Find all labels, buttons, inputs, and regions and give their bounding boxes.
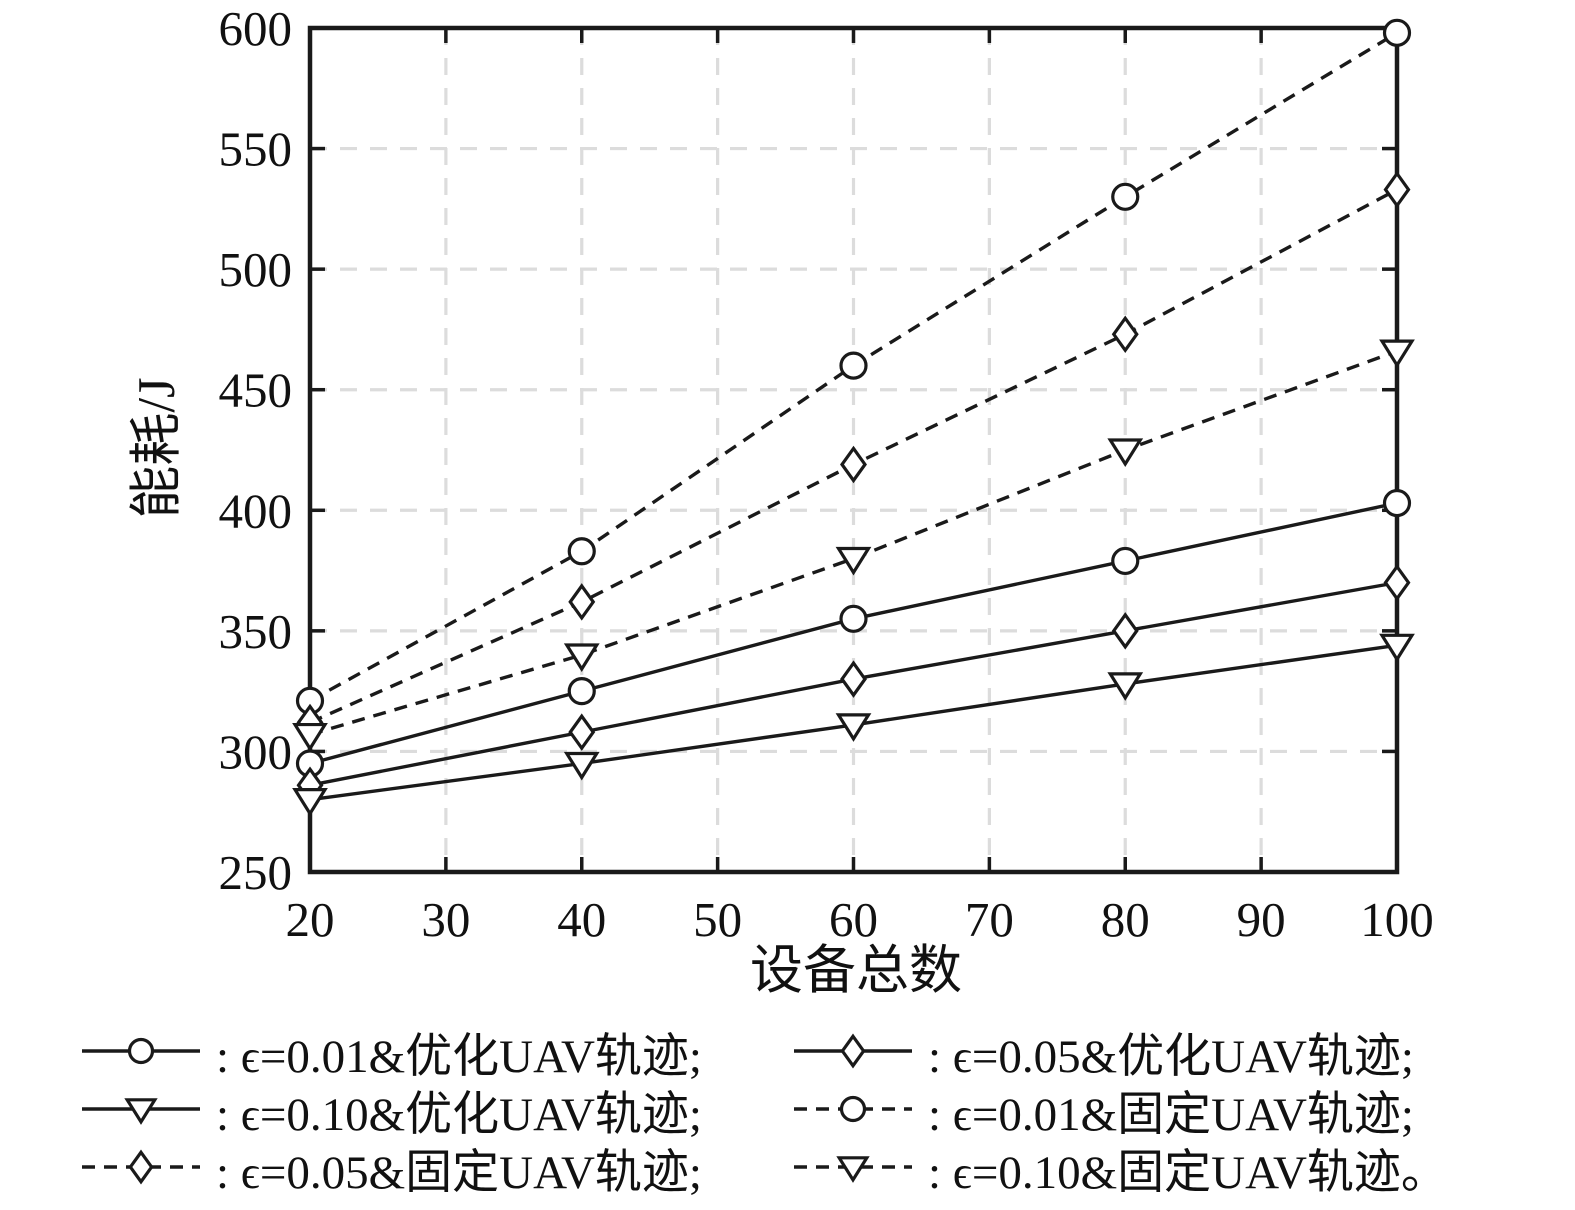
triangle-down-marker-icon xyxy=(1379,633,1415,663)
x-tick-label: 20 xyxy=(286,892,335,947)
x-tick-label: 50 xyxy=(693,892,742,947)
x-tick-label: 100 xyxy=(1360,892,1434,947)
legend-sample-dashed-diamond xyxy=(82,1149,200,1185)
legend-label: : ϵ=0.05&优化UAV轨迹; xyxy=(928,1030,1414,1083)
x-tick-label: 90 xyxy=(1237,892,1286,947)
diamond-marker-icon xyxy=(568,583,596,621)
legend-label: : ϵ=0.01&固定UAV轨迹; xyxy=(928,1088,1414,1141)
legend-sample-dashed-triangle-down xyxy=(794,1156,912,1183)
x-tick-label: 60 xyxy=(829,892,878,947)
triangle-down-marker-icon xyxy=(835,713,872,742)
diamond-marker-icon xyxy=(1111,612,1139,650)
y-tick-label: 450 xyxy=(219,363,293,418)
diamond-marker-icon xyxy=(128,1149,154,1185)
legend-label: : ϵ=0.01&优化UAV轨迹; xyxy=(216,1030,702,1083)
diamond-marker-icon xyxy=(1111,315,1139,353)
legend-item-0: : ϵ=0.01&优化UAV轨迹; xyxy=(80,1017,792,1086)
legend-item-3: : ϵ=0.01&固定UAV轨迹; xyxy=(792,1075,1448,1144)
diamond-marker-icon xyxy=(840,445,867,484)
triangle-down-marker-icon xyxy=(1107,672,1144,701)
triangle-down-marker-icon xyxy=(1379,339,1415,369)
legend-label: : ϵ=0.10&优化UAV轨迹; xyxy=(216,1088,702,1141)
circle-marker-icon xyxy=(567,537,596,566)
y-axis-title: 能耗/J xyxy=(128,377,186,519)
y-tick-label: 500 xyxy=(219,242,293,297)
legend-sample-dashed-circle xyxy=(794,1095,912,1123)
triangle-down-marker-icon xyxy=(835,546,872,576)
triangle-down-marker-icon xyxy=(563,643,600,672)
legend-label: : ϵ=0.10&固定UAV轨迹。 xyxy=(928,1146,1448,1199)
diamond-marker-icon xyxy=(840,1033,866,1069)
y-tick-label: 600 xyxy=(219,1,293,56)
triangle-down-marker-icon xyxy=(836,1156,870,1183)
x-tick-label: 40 xyxy=(557,892,606,947)
triangle-down-marker-icon xyxy=(1107,438,1144,468)
x-tick-label: 80 xyxy=(1101,892,1150,947)
triangle-down-marker-icon xyxy=(292,788,328,817)
circle-marker-icon xyxy=(1382,488,1412,518)
circle-marker-icon xyxy=(567,677,596,706)
chart-svg: 20 30 40 50 60 70 80 90 100 250 300 350 400 450 500 550… xyxy=(219,1,1434,947)
x-tick-label: 30 xyxy=(421,892,470,947)
diamond-marker-icon xyxy=(568,713,596,751)
circle-marker-icon xyxy=(839,1095,867,1123)
y-tick-label: 550 xyxy=(219,122,293,177)
legend-sample-solid-circle xyxy=(82,1037,200,1065)
legend-sample-solid-diamond xyxy=(794,1033,912,1069)
diamond-marker-icon xyxy=(840,660,867,698)
legend-label: : ϵ=0.05&固定UAV轨迹; xyxy=(216,1146,702,1199)
circle-marker-icon xyxy=(839,604,868,633)
y-tick-label: 250 xyxy=(219,845,293,900)
triangle-down-marker-icon xyxy=(124,1098,158,1125)
x-axis-title: 设备总数 xyxy=(750,942,962,1000)
y-tick-label: 300 xyxy=(219,724,293,779)
circle-marker-icon xyxy=(839,351,868,380)
triangle-down-marker-icon xyxy=(292,722,328,752)
legend: : ϵ=0.01&优化UAV轨迹;: ϵ=0.05&优化UAV轨迹;: ϵ=0.… xyxy=(80,1022,1448,1199)
y-tick-label: 350 xyxy=(219,604,293,659)
circle-marker-icon xyxy=(1382,18,1412,47)
legend-item-2: : ϵ=0.10&优化UAV轨迹; xyxy=(80,1075,792,1144)
legend-item-5: : ϵ=0.10&固定UAV轨迹。 xyxy=(792,1133,1448,1202)
diamond-marker-icon xyxy=(1383,170,1411,209)
legend-item-1: : ϵ=0.05&优化UAV轨迹; xyxy=(792,1017,1448,1086)
circle-marker-icon xyxy=(1111,546,1140,576)
x-tick-label: 70 xyxy=(965,892,1014,947)
legend-sample-solid-triangle-down xyxy=(82,1098,200,1125)
circle-marker-icon xyxy=(1111,182,1140,211)
series-line-dashed-triangle-down xyxy=(309,349,1398,737)
triangle-down-marker-icon xyxy=(563,751,600,781)
y-tick-label: 400 xyxy=(219,483,293,538)
legend-item-4: : ϵ=0.05&固定UAV轨迹; xyxy=(80,1133,792,1202)
circle-marker-icon xyxy=(127,1037,155,1065)
diamond-marker-icon xyxy=(1383,563,1411,602)
